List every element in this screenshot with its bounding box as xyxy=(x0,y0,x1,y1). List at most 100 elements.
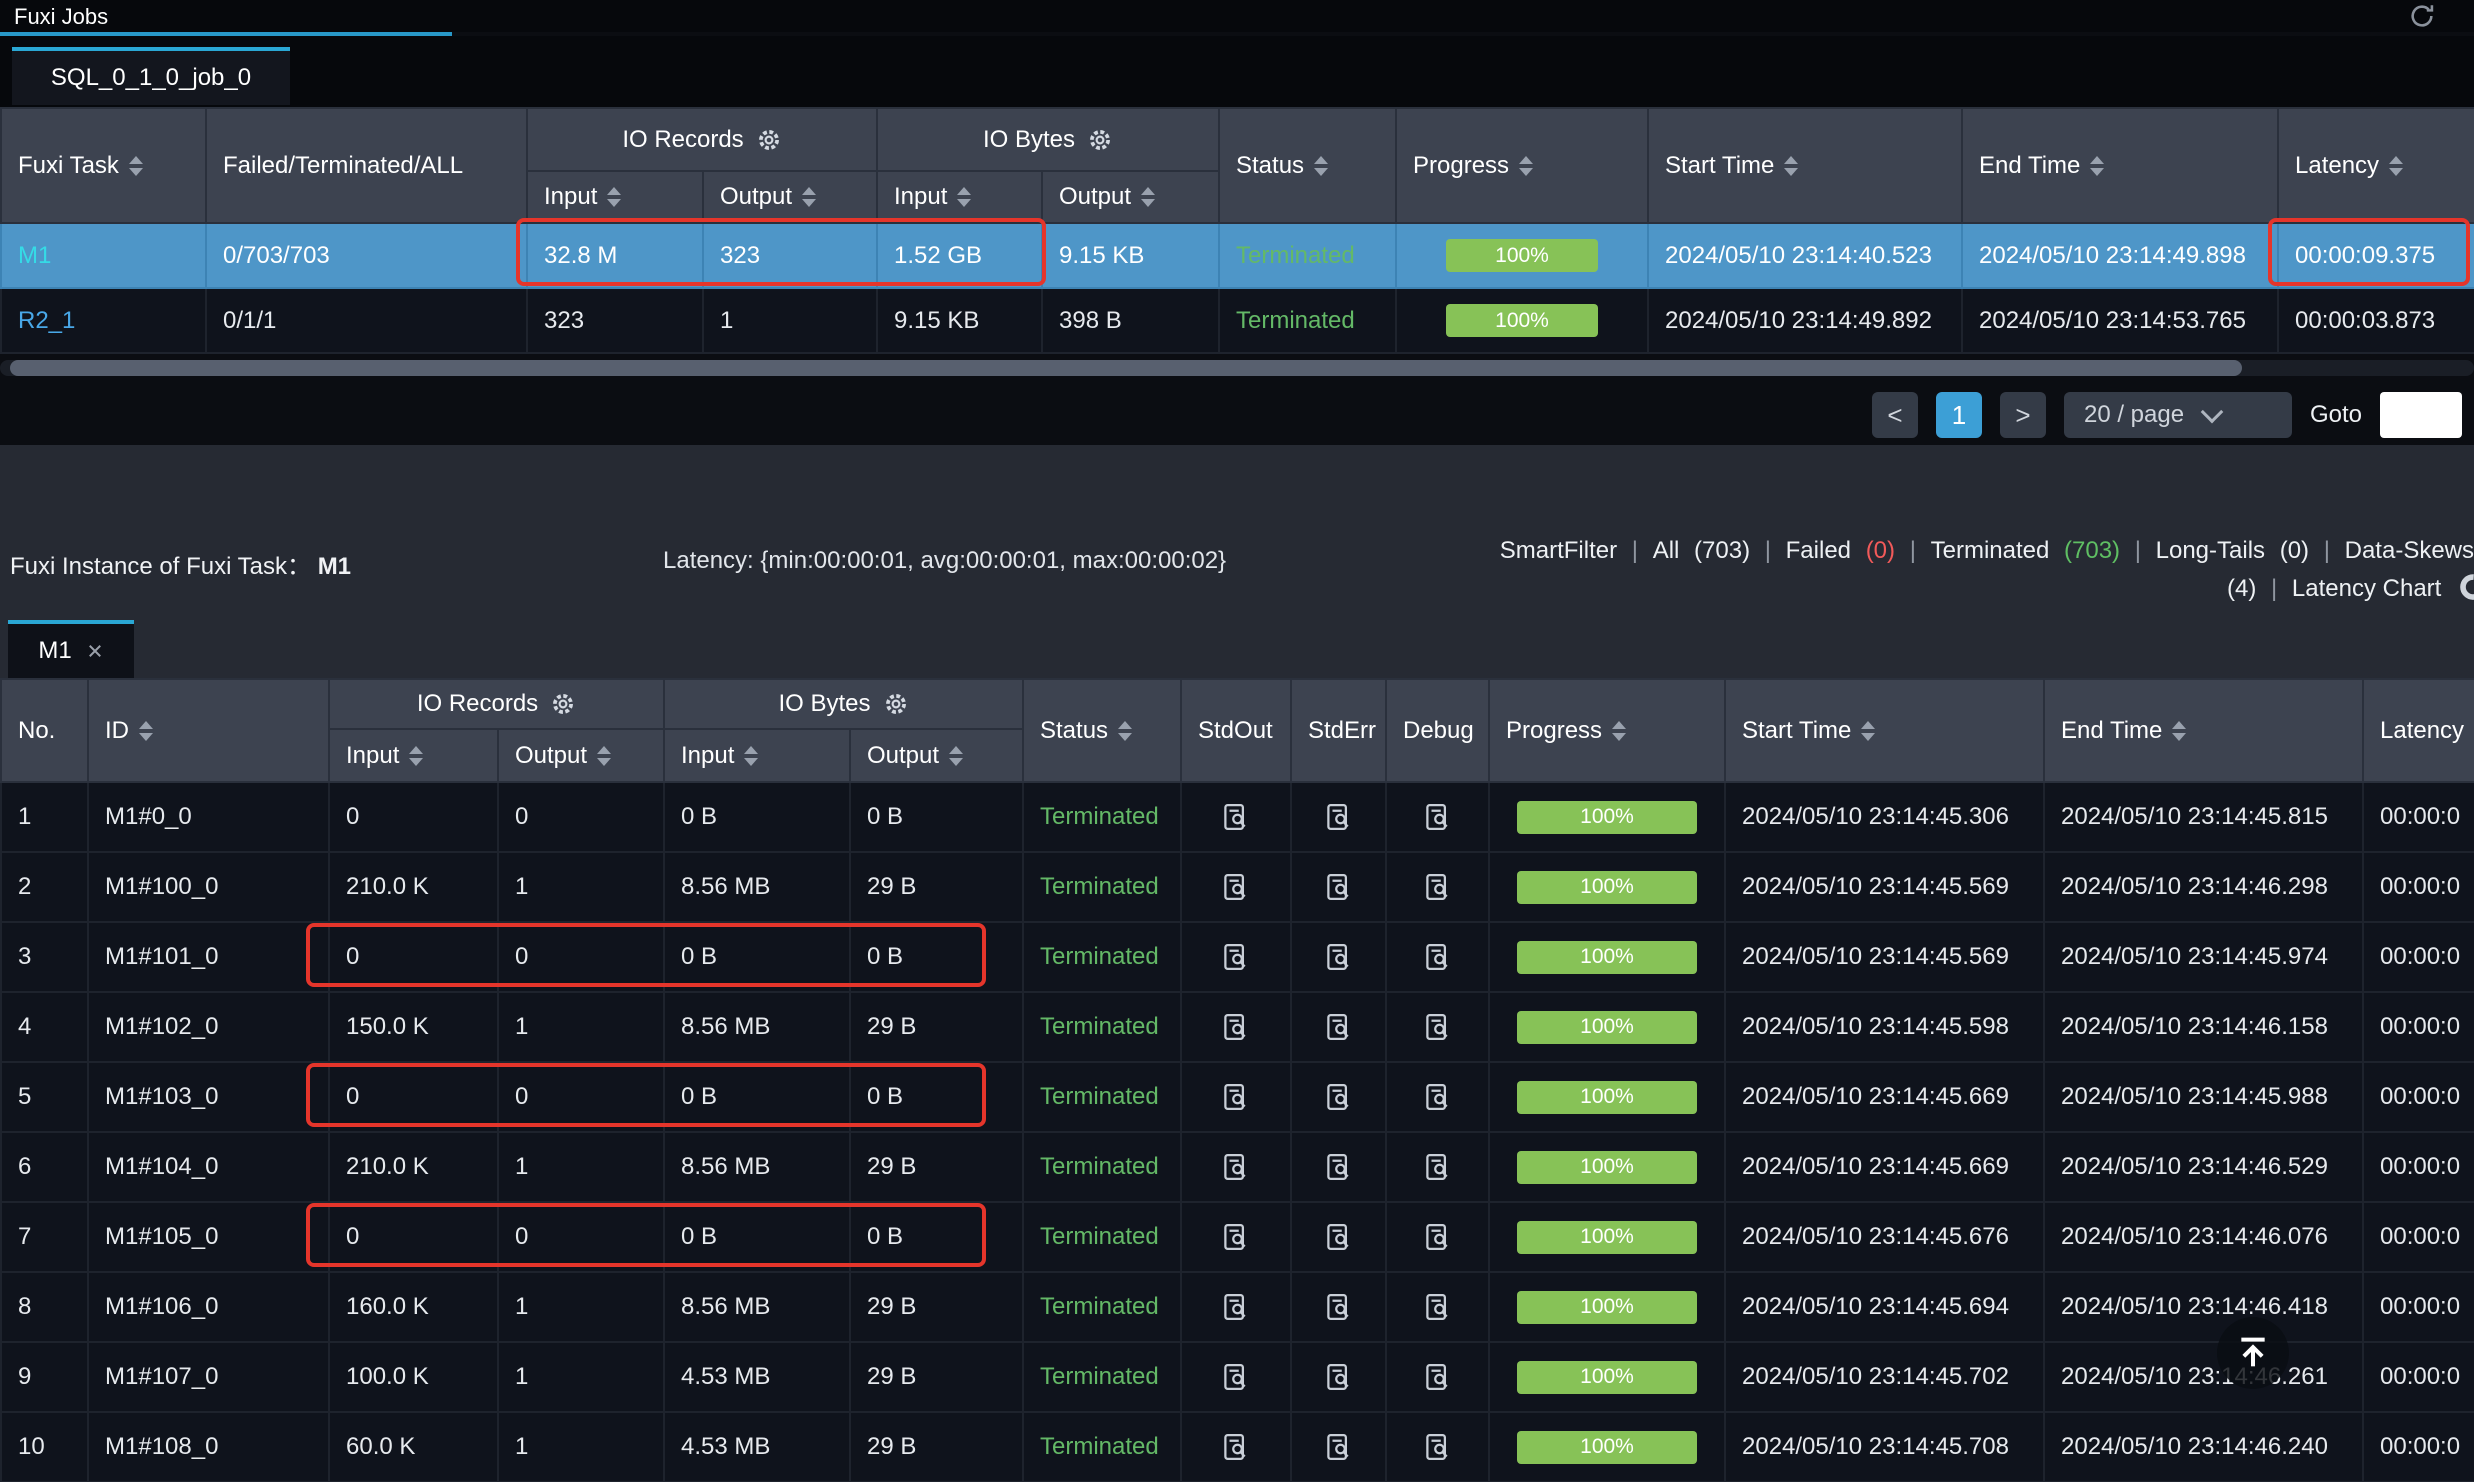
stdout-icon[interactable] xyxy=(1221,942,1251,972)
instance-row[interactable]: 6 M1#104_0 210.0 K 1 8.56 MB 29 B Termin… xyxy=(1,1132,2474,1202)
gear-icon[interactable] xyxy=(883,691,909,717)
filter-smartfilter[interactable]: SmartFilter xyxy=(1500,537,1617,564)
debug-icon[interactable] xyxy=(1423,1222,1453,1252)
progress-bar: 100% xyxy=(1517,1221,1697,1254)
back-to-top-button[interactable] xyxy=(2217,1317,2289,1389)
col-latency[interactable]: Latency xyxy=(2363,679,2474,782)
stderr-icon[interactable] xyxy=(1324,942,1354,972)
col-bytes-input[interactable]: Input xyxy=(877,171,1042,223)
col-end-time[interactable]: End Time xyxy=(1962,108,2278,223)
task-link[interactable]: M1 xyxy=(18,242,51,269)
stdout-icon[interactable] xyxy=(1221,1012,1251,1042)
stderr-icon[interactable] xyxy=(1324,1152,1354,1182)
col-status[interactable]: Status xyxy=(1023,679,1181,782)
cell-no: 4 xyxy=(1,992,88,1062)
goto-page-input[interactable] xyxy=(2380,392,2462,438)
latency-chart-icon[interactable] xyxy=(2458,572,2474,602)
col-bytes-output[interactable]: Output xyxy=(850,729,1023,782)
instance-row[interactable]: 4 M1#102_0 150.0 K 1 8.56 MB 29 B Termin… xyxy=(1,992,2474,1062)
col-records-output[interactable]: Output xyxy=(703,171,877,223)
col-progress[interactable]: Progress xyxy=(1396,108,1648,223)
filter-terminated[interactable]: Terminated xyxy=(1931,537,2050,564)
stderr-icon[interactable] xyxy=(1324,802,1354,832)
horizontal-scrollbar-thumb[interactable] xyxy=(10,360,2242,376)
col-latency[interactable]: Latency xyxy=(2278,108,2474,223)
stdout-icon[interactable] xyxy=(1221,1362,1251,1392)
debug-icon[interactable] xyxy=(1423,942,1453,972)
progress-bar: 100% xyxy=(1517,1151,1697,1184)
tab-sql-job[interactable]: SQL_0_1_0_job_0 xyxy=(12,47,290,105)
debug-icon[interactable] xyxy=(1423,1292,1453,1322)
col-fuxi-task[interactable]: Fuxi Task xyxy=(1,108,206,223)
page-size-value: 20 / page xyxy=(2084,401,2184,429)
debug-icon[interactable] xyxy=(1423,1082,1453,1112)
col-id[interactable]: ID xyxy=(88,679,329,782)
progress-bar: 100% xyxy=(1517,871,1697,904)
debug-icon[interactable] xyxy=(1423,1432,1453,1462)
instance-row[interactable]: 10 M1#108_0 60.0 K 1 4.53 MB 29 B Termin… xyxy=(1,1412,2474,1482)
stdout-icon[interactable] xyxy=(1221,872,1251,902)
stdout-icon[interactable] xyxy=(1221,1222,1251,1252)
task-row[interactable]: M1 0/703/703 32.8 M 323 1.52 GB 9.15 KB … xyxy=(1,223,2474,288)
stderr-icon[interactable] xyxy=(1324,1082,1354,1112)
debug-icon[interactable] xyxy=(1423,1152,1453,1182)
debug-icon[interactable] xyxy=(1423,1362,1453,1392)
stderr-icon[interactable] xyxy=(1324,1292,1354,1322)
gear-icon[interactable] xyxy=(1087,127,1113,153)
debug-icon[interactable] xyxy=(1423,872,1453,902)
stdout-icon[interactable] xyxy=(1221,802,1251,832)
instance-row[interactable]: 2 M1#100_0 210.0 K 1 8.56 MB 29 B Termin… xyxy=(1,852,2474,922)
col-progress[interactable]: Progress xyxy=(1489,679,1725,782)
refresh-icon[interactable] xyxy=(2408,2,2436,30)
cell-records-input: 0 xyxy=(329,922,498,992)
col-records-input[interactable]: Input xyxy=(527,171,703,223)
col-records-input[interactable]: Input xyxy=(329,729,498,782)
debug-icon[interactable] xyxy=(1423,1012,1453,1042)
col-bytes-input[interactable]: Input xyxy=(664,729,850,782)
cell-bytes-output: 29 B xyxy=(850,1132,1023,1202)
horizontal-scrollbar-track[interactable] xyxy=(0,360,2474,376)
next-page-button[interactable]: > xyxy=(2000,392,2046,438)
instance-row[interactable]: 7 M1#105_0 0 0 0 B 0 B Terminated 100% 2… xyxy=(1,1202,2474,1272)
debug-icon[interactable] xyxy=(1423,802,1453,832)
page-size-select[interactable]: 20 / page xyxy=(2064,392,2292,438)
col-start-time[interactable]: Start Time xyxy=(1648,108,1962,223)
stderr-icon[interactable] xyxy=(1324,872,1354,902)
status-text: Terminated xyxy=(1040,1083,1159,1110)
col-status[interactable]: Status xyxy=(1219,108,1396,223)
status-text: Terminated xyxy=(1236,307,1355,334)
col-bytes-output[interactable]: Output xyxy=(1042,171,1219,223)
filter-long-tails[interactable]: Long-Tails xyxy=(2156,537,2265,564)
instance-row[interactable]: 5 M1#103_0 0 0 0 B 0 B Terminated 100% 2… xyxy=(1,1062,2474,1132)
filter-all[interactable]: All xyxy=(1653,537,1680,564)
close-icon[interactable] xyxy=(86,642,104,660)
stdout-icon[interactable] xyxy=(1221,1292,1251,1322)
instance-row[interactable]: 3 M1#101_0 0 0 0 B 0 B Terminated 100% 2… xyxy=(1,922,2474,992)
stderr-icon[interactable] xyxy=(1324,1222,1354,1252)
page-1-button[interactable]: 1 xyxy=(1936,392,1982,438)
stdout-icon[interactable] xyxy=(1221,1432,1251,1462)
instance-row[interactable]: 8 M1#106_0 160.0 K 1 8.56 MB 29 B Termin… xyxy=(1,1272,2474,1342)
stdout-icon[interactable] xyxy=(1221,1152,1251,1182)
task-row[interactable]: R2_1 0/1/1 323 1 9.15 KB 398 B Terminate… xyxy=(1,288,2474,353)
tab-instance-m1[interactable]: M1 xyxy=(8,620,134,678)
stdout-icon[interactable] xyxy=(1221,1082,1251,1112)
col-start-time[interactable]: Start Time xyxy=(1725,679,2044,782)
filter-failed[interactable]: Failed xyxy=(1786,537,1851,564)
stderr-icon[interactable] xyxy=(1324,1012,1354,1042)
gear-icon[interactable] xyxy=(756,127,782,153)
stderr-icon[interactable] xyxy=(1324,1362,1354,1392)
gear-icon[interactable] xyxy=(550,691,576,717)
filter-latency-chart[interactable]: Latency Chart xyxy=(2292,575,2441,602)
prev-page-button[interactable]: < xyxy=(1872,392,1918,438)
latency-summary: Latency: {min:00:00:01, avg:00:00:01, ma… xyxy=(663,547,1226,575)
cell-records-output: 1 xyxy=(703,288,877,353)
filter-data-skews[interactable]: Data-Skews xyxy=(2345,537,2474,564)
task-link[interactable]: R2_1 xyxy=(18,307,75,334)
col-end-time[interactable]: End Time xyxy=(2044,679,2363,782)
stderr-icon[interactable] xyxy=(1324,1432,1354,1462)
instance-row[interactable]: 1 M1#0_0 0 0 0 B 0 B Terminated 100% 202… xyxy=(1,782,2474,852)
col-records-output[interactable]: Output xyxy=(498,729,664,782)
instance-row[interactable]: 9 M1#107_0 100.0 K 1 4.53 MB 29 B Termin… xyxy=(1,1342,2474,1412)
cell-no: 6 xyxy=(1,1132,88,1202)
